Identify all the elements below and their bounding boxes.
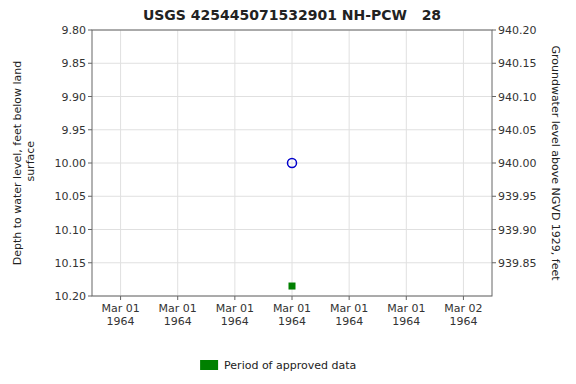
grid-line: [349, 30, 350, 296]
text-line: 1964: [449, 315, 477, 328]
tick-label: 940.15: [498, 57, 537, 70]
text-line: 1964: [392, 315, 420, 328]
text-line: Mar 01: [387, 302, 425, 315]
x-axis: Mar 011964Mar 011964Mar 011964Mar 011964…: [101, 296, 482, 328]
tick-label: 9.80: [62, 24, 87, 37]
tick-label: 940.00: [498, 157, 537, 170]
text-line: 1964: [221, 315, 249, 328]
tick-mark: [88, 163, 92, 164]
text-line: Mar 02: [444, 302, 482, 315]
tick-label: 939.90: [498, 224, 537, 237]
tick-label: 10.20: [55, 290, 87, 303]
tick-mark: [88, 296, 92, 297]
tick-mark: [406, 296, 407, 300]
tick-mark: [492, 262, 496, 263]
y-axis: 9.80 9.85 9.90 9.95 10.00 10.05 10.10 10.15 10.2…: [55, 24, 93, 303]
title: USGS 425445071532901 NH-PCW 28: [143, 7, 441, 23]
marks: [288, 159, 297, 290]
tick-label: 940.05: [498, 124, 537, 137]
point: [288, 159, 297, 168]
tick-mark: [88, 96, 92, 97]
tick-mark: [492, 96, 496, 97]
tick-label: 10.05: [55, 190, 87, 203]
tick-mark: [88, 229, 92, 230]
plot-frame: [92, 30, 492, 296]
tick-mark: [234, 296, 235, 300]
tick-mark: [177, 296, 178, 300]
text-line: Depth to water level, feet below land: [11, 61, 24, 266]
chart: 9.80 9.85 9.90 9.95 10.00 10.05 10.10 10.15 10.2…: [0, 0, 576, 384]
legend: Period of approved data: [200, 359, 356, 372]
grid-line: [406, 30, 407, 296]
tick-label: Mar 011964: [159, 302, 197, 328]
legend-label: Period of approved data: [224, 359, 356, 372]
text-line: Mar 01: [330, 302, 368, 315]
tick-mark: [88, 129, 92, 130]
legend-swatch: [200, 360, 218, 370]
text-line: 1964: [335, 315, 363, 328]
grid-line: [177, 30, 178, 296]
axis-label: Depth to water level, feet below land su…: [11, 61, 37, 266]
tick-mark: [88, 63, 92, 64]
tick-label: Mar 011964: [273, 302, 311, 328]
tick-mark: [492, 163, 496, 164]
tick-mark: [88, 196, 92, 197]
text-line: 1964: [278, 315, 306, 328]
tick-mark: [492, 196, 496, 197]
tick-label: 9.95: [62, 124, 87, 137]
tick-mark: [88, 262, 92, 263]
grid-line: [120, 30, 121, 296]
tick-label: Mar 011964: [330, 302, 368, 328]
tick-label: Mar 011964: [387, 302, 425, 328]
tick-mark: [492, 30, 496, 31]
tick-mark: [492, 63, 496, 64]
point: [289, 283, 295, 289]
text-line: Mar 01: [273, 302, 311, 315]
tick-label: 940.10: [498, 91, 537, 104]
axis-label: Groundwater level above NGVD 1929, feet: [549, 45, 562, 281]
text-line: Mar 01: [159, 302, 197, 315]
tick-mark: [120, 296, 121, 300]
tick-mark: [492, 129, 496, 130]
tick-label: 939.95: [498, 190, 537, 203]
grid-line: [463, 30, 464, 296]
tick-mark: [292, 296, 293, 300]
tick-mark: [463, 296, 464, 300]
tick-label: 10.10: [55, 224, 87, 237]
tick-label: 940.20: [498, 24, 537, 37]
tick-label: 10.15: [55, 257, 87, 270]
tick-label: 939.85: [498, 257, 537, 270]
tick-label: 9.90: [62, 91, 87, 104]
tick-label: 10.00: [55, 157, 87, 170]
tick-label: 9.85: [62, 57, 87, 70]
text-line: surface: [24, 141, 37, 185]
tick-mark: [349, 296, 350, 300]
grid: [92, 30, 492, 296]
y2-axis: 940.20 940.15 940.10 940.05 940.00 939.95 939.…: [492, 24, 537, 270]
text-line: 1964: [164, 315, 192, 328]
grid-line: [292, 30, 293, 296]
text-line: Mar 01: [216, 302, 254, 315]
grid-line: [234, 30, 235, 296]
tick-mark: [88, 30, 92, 31]
tick-label: Mar 021964: [444, 302, 482, 328]
text-line: 1964: [107, 315, 135, 328]
tick-mark: [492, 229, 496, 230]
tick-label: Mar 011964: [216, 302, 254, 328]
text-line: Mar 01: [101, 302, 139, 315]
tick-label: Mar 011964: [101, 302, 139, 328]
